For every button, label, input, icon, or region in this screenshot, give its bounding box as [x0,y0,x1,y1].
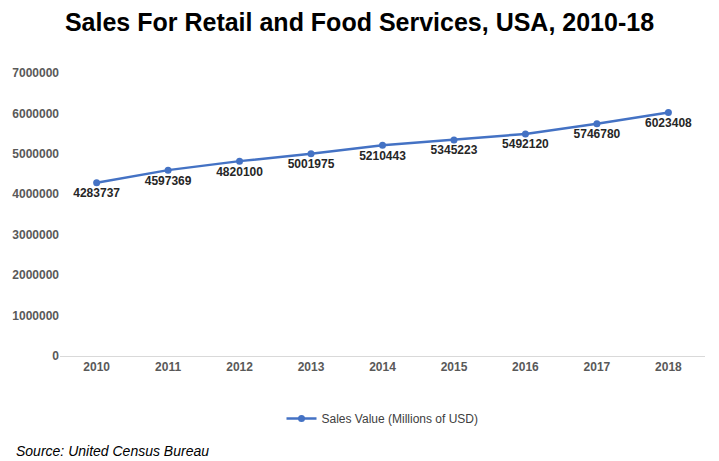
svg-text:4820100: 4820100 [216,165,263,179]
svg-text:5746780: 5746780 [574,127,621,141]
svg-text:2014: 2014 [369,360,396,374]
svg-text:5001975: 5001975 [288,157,335,171]
svg-text:0: 0 [52,349,59,363]
svg-text:5000000: 5000000 [12,147,59,161]
svg-text:5345223: 5345223 [431,143,478,157]
svg-text:2013: 2013 [298,360,325,374]
svg-text:5492120: 5492120 [502,137,549,151]
svg-text:2016: 2016 [512,360,539,374]
svg-text:Sales For Retail and Food Serv: Sales For Retail and Food Services, USA,… [65,8,654,36]
svg-text:2010: 2010 [83,360,110,374]
svg-text:5210443: 5210443 [359,149,406,163]
svg-text:4000000: 4000000 [12,187,59,201]
svg-text:2012: 2012 [226,360,253,374]
svg-text:2011: 2011 [155,360,181,374]
svg-text:2018: 2018 [655,360,682,374]
svg-text:Sales Value (Millions of USD): Sales Value (Millions of USD) [322,412,479,426]
svg-text:7000000: 7000000 [12,66,59,80]
svg-text:4283737: 4283737 [73,186,120,200]
svg-text:3000000: 3000000 [12,228,59,242]
svg-text:6000000: 6000000 [12,107,59,121]
svg-text:6023408: 6023408 [645,116,692,130]
svg-text:2017: 2017 [584,360,611,374]
svg-text:2000000: 2000000 [12,268,59,282]
svg-text:Source: United Census Bureau: Source: United Census Bureau [16,443,209,459]
svg-text:2015: 2015 [441,360,468,374]
svg-text:1000000: 1000000 [12,309,59,323]
svg-text:4597369: 4597369 [145,174,192,188]
